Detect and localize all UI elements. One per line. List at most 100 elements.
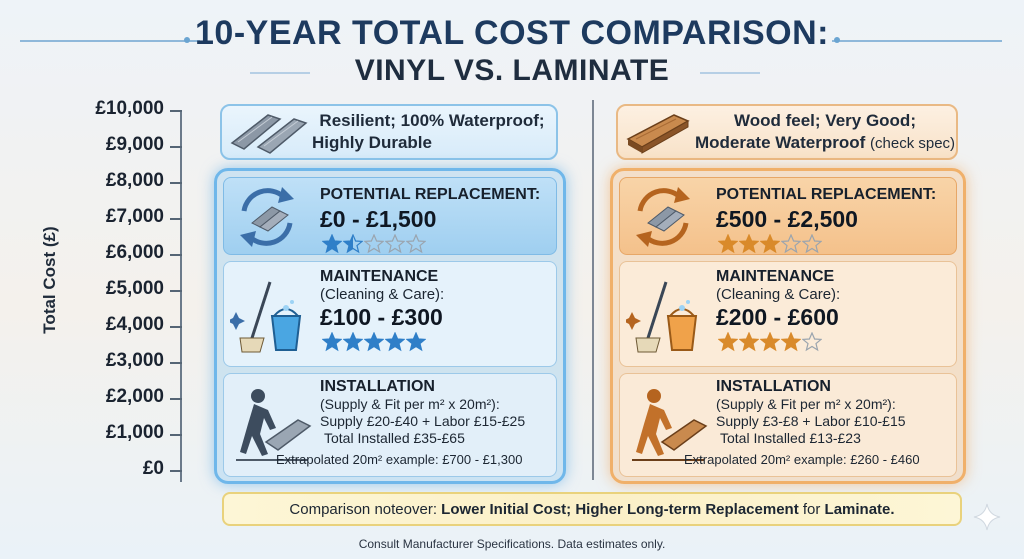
replace-cycle-icon <box>636 187 690 247</box>
laminate-info-line2-suffix: (check spec) <box>870 134 956 152</box>
y-tick-label: £3,000 <box>105 350 164 371</box>
vinyl-info-line2: Highly Durable <box>312 133 432 152</box>
star-empty-icon <box>385 234 405 254</box>
vinyl-replacement-range: £0 - £1,500 <box>320 206 437 232</box>
sparkle-icon <box>973 503 1001 531</box>
title-deco-right2 <box>700 72 760 74</box>
vinyl-info-line1: Resilient; 100% Waterproof; <box>319 111 545 130</box>
star-filled-icon <box>406 332 426 352</box>
y-tick-label: £4,000 <box>105 314 164 335</box>
title-deco-left <box>20 40 200 42</box>
laminate-maintenance-panel: MAINTENANCE (Cleaning & Care): £200 - £6… <box>619 261 957 367</box>
star-empty-icon <box>364 234 384 254</box>
star-empty-icon <box>781 234 801 254</box>
vinyl-maintenance-sub: (Cleaning & Care): <box>320 286 445 303</box>
y-axis-line <box>180 110 182 482</box>
y-tick-mark <box>170 254 182 256</box>
star-filled-icon <box>760 332 780 352</box>
star-filled-icon <box>364 332 384 352</box>
note-prefix: Comparison noteover: <box>289 500 442 518</box>
star-half-icon <box>343 234 363 254</box>
laminate-info-line2-main: Moderate Waterproof <box>694 132 866 152</box>
laminate-replacement-range: £500 - £2,500 <box>716 206 858 232</box>
laminate-installation-panel: INSTALLATION (Supply & Fit per m² x 20m²… <box>619 373 957 477</box>
star-filled-icon <box>739 332 759 352</box>
chart-title-line2: VINYL VS. LAMINATE <box>354 54 670 87</box>
vinyl-installation-example: Extrapolated 20m² example: £700 - £1,300 <box>276 452 523 467</box>
star-filled-icon <box>343 332 363 352</box>
chart-title-line1: 10-YEAR TOTAL COST COMPARISON: <box>195 14 829 52</box>
laminate-maintenance-sub: (Cleaning & Care): <box>716 286 841 303</box>
vinyl-installation-total: Total Installed £35-£65 <box>324 430 465 446</box>
note-bold: Lower Initial Cost; Higher Long-term Rep… <box>441 500 799 518</box>
y-tick-label: £5,000 <box>105 278 164 299</box>
y-tick-label: £7,000 <box>105 206 164 227</box>
vinyl-column: POTENTIAL REPLACEMENT: £0 - £1,500 MAINT… <box>214 168 566 484</box>
star-filled-icon <box>718 234 738 254</box>
star-filled-icon <box>322 234 342 254</box>
vinyl-maintenance-range: £100 - £300 <box>320 304 443 330</box>
laminate-replacement-label: POTENTIAL REPLACEMENT: <box>716 186 937 203</box>
y-tick-label: £6,000 <box>105 242 164 263</box>
laminate-info-line2: Moderate Waterproof (check spec) <box>694 132 956 155</box>
wood-plank-icon <box>626 114 690 154</box>
mop-bucket-icon <box>626 281 698 353</box>
mop-bucket-icon <box>230 281 302 353</box>
y-tick-mark <box>170 110 182 112</box>
vinyl-installation-panel: INSTALLATION (Supply & Fit per m² x 20m²… <box>223 373 557 477</box>
laminate-installation-example: Extrapolated 20m² example: £260 - £460 <box>684 452 920 467</box>
comparison-note: Comparison noteover: Lower Initial Cost;… <box>222 492 962 526</box>
laminate-maintenance-stars <box>718 332 822 352</box>
y-axis-label: Total Cost (£) <box>40 226 59 334</box>
footer-disclaimer: Consult Manufacturer Specifications. Dat… <box>358 537 666 551</box>
vinyl-replacement-stars <box>322 234 426 254</box>
replace-cycle-icon <box>240 187 294 247</box>
title-deco-left2 <box>250 72 310 74</box>
title-deco-right <box>832 40 1002 42</box>
star-filled-icon <box>385 332 405 352</box>
vinyl-plank-icon <box>230 114 308 154</box>
installer-icon <box>632 389 708 461</box>
installer-icon <box>236 389 312 461</box>
y-tick-mark <box>170 362 182 364</box>
star-empty-icon <box>406 234 426 254</box>
laminate-info-card: Wood feel; Very Good; Moderate Waterproo… <box>616 104 958 160</box>
y-tick-label: £8,000 <box>105 170 164 191</box>
y-tick-mark <box>170 470 182 472</box>
laminate-installation-supply: Supply £3-£8 + Labor £10-£15 <box>716 413 906 429</box>
title-deco-dot <box>834 37 840 43</box>
y-tick-mark <box>170 434 182 436</box>
vinyl-info-card: Resilient; 100% Waterproof; Highly Durab… <box>220 104 558 160</box>
vinyl-installation-supply: Supply £20-£40 + Labor £15-£25 <box>320 413 526 429</box>
y-tick-mark <box>170 326 182 328</box>
vinyl-maintenance-stars <box>322 332 426 352</box>
y-tick-label: £10,000 <box>95 98 164 119</box>
column-divider <box>592 100 594 480</box>
laminate-info-line1: Wood feel; Very Good; <box>734 110 916 130</box>
vinyl-maintenance-label: MAINTENANCE <box>320 268 439 285</box>
y-tick-mark <box>170 146 182 148</box>
star-filled-icon <box>718 332 738 352</box>
vinyl-maintenance-panel: MAINTENANCE (Cleaning & Care): £100 - £3… <box>223 261 557 367</box>
y-tick-label: £1,000 <box>105 422 164 443</box>
laminate-replacement-panel: POTENTIAL REPLACEMENT: £500 - £2,500 <box>619 177 957 255</box>
y-tick-mark <box>170 398 182 400</box>
laminate-installation-label: INSTALLATION <box>716 378 831 395</box>
y-tick-mark <box>170 218 182 220</box>
star-filled-icon <box>322 332 342 352</box>
star-filled-icon <box>760 234 780 254</box>
note-mid: for <box>798 500 825 518</box>
y-tick-label: £0 <box>142 458 164 479</box>
star-empty-icon <box>802 234 822 254</box>
vinyl-replacement-label: POTENTIAL REPLACEMENT: <box>320 186 541 203</box>
star-empty-icon <box>802 332 822 352</box>
star-filled-icon <box>781 332 801 352</box>
y-tick-label: £9,000 <box>105 134 164 155</box>
y-tick-label: £2,000 <box>105 386 164 407</box>
laminate-installation-sub: (Supply & Fit per m² x 20m²): <box>716 396 896 412</box>
laminate-column: POTENTIAL REPLACEMENT: £500 - £2,500 MAI… <box>610 168 966 484</box>
laminate-maintenance-label: MAINTENANCE <box>716 268 835 285</box>
title-deco-dot <box>184 37 190 43</box>
vinyl-replacement-panel: POTENTIAL REPLACEMENT: £0 - £1,500 <box>223 177 557 255</box>
star-filled-icon <box>739 234 759 254</box>
